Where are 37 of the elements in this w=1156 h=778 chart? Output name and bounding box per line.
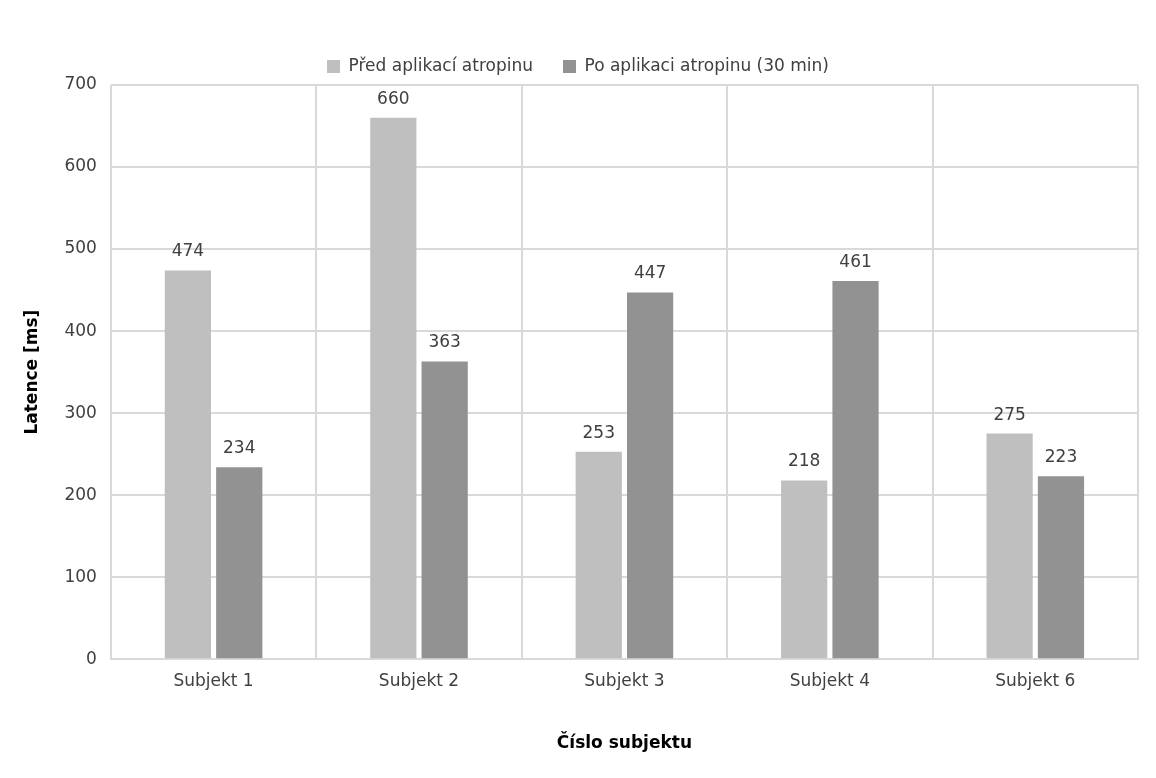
data-label: 223 (1044, 446, 1078, 467)
x-tick-label: Subjekt 6 (995, 669, 1076, 690)
bar (575, 451, 622, 659)
y-tick-label: 300 (64, 401, 97, 422)
data-label: 474 (171, 240, 205, 261)
bar (216, 467, 263, 659)
bar (781, 480, 828, 659)
bar (164, 270, 211, 659)
bar (370, 117, 417, 659)
x-tick-label: Subjekt 4 (789, 669, 870, 690)
y-tick-label: 700 (64, 73, 97, 94)
legend-label: Před aplikací atropinu (348, 54, 534, 75)
data-label: 275 (993, 403, 1026, 424)
bar (626, 292, 674, 659)
data-label: 447 (633, 262, 667, 283)
x-tick-label: Subjekt 3 (584, 669, 665, 690)
bar (832, 281, 879, 659)
data-label: 234 (223, 437, 256, 458)
legend-label: Po aplikaci atropinu (30 min) (584, 54, 829, 75)
y-tick-label: 100 (64, 565, 97, 586)
data-label: 218 (787, 450, 821, 471)
data-label: 461 (839, 250, 872, 271)
y-tick-label: 200 (64, 483, 97, 504)
x-axis-title: Číslo subjektu (556, 731, 692, 753)
bar (421, 361, 468, 659)
data-label: 253 (582, 421, 615, 442)
y-axis-title: Latence [ms] (20, 309, 41, 435)
y-tick-label: 500 (64, 237, 97, 258)
bar (986, 433, 1033, 659)
data-label: 363 (428, 331, 461, 352)
y-tick-label: 0 (86, 647, 97, 668)
y-tick-label: 600 (64, 155, 97, 176)
y-tick-label: 400 (64, 319, 97, 340)
bar (1037, 476, 1085, 659)
data-label: 660 (377, 87, 410, 108)
x-tick-label: Subjekt 1 (173, 669, 254, 690)
x-tick-label: Subjekt 2 (378, 669, 460, 690)
